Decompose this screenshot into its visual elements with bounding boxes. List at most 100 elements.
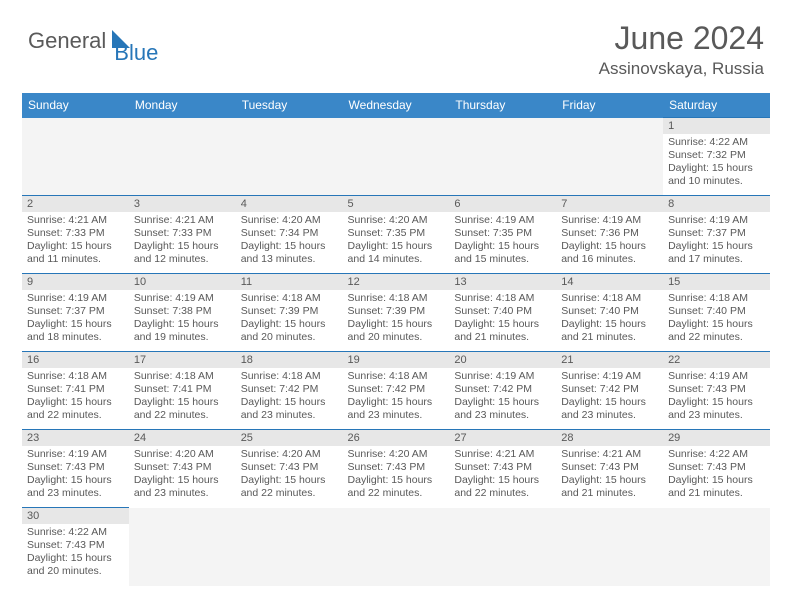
- day-info: Sunrise: 4:19 AMSunset: 7:43 PMDaylight:…: [22, 446, 129, 505]
- day-info: Sunrise: 4:20 AMSunset: 7:43 PMDaylight:…: [236, 446, 343, 505]
- day-number: 12: [343, 274, 450, 290]
- calendar-cell: 9Sunrise: 4:19 AMSunset: 7:37 PMDaylight…: [22, 274, 129, 352]
- day-info: Sunrise: 4:20 AMSunset: 7:34 PMDaylight:…: [236, 212, 343, 271]
- day-number: 19: [343, 352, 450, 368]
- day-info: Sunrise: 4:20 AMSunset: 7:43 PMDaylight:…: [129, 446, 236, 505]
- day-number: 14: [556, 274, 663, 290]
- calendar-cell: 23Sunrise: 4:19 AMSunset: 7:43 PMDayligh…: [22, 430, 129, 508]
- day-number: 30: [22, 508, 129, 524]
- calendar-cell: 8Sunrise: 4:19 AMSunset: 7:37 PMDaylight…: [663, 196, 770, 274]
- calendar-cell: [129, 118, 236, 196]
- day-info: Sunrise: 4:18 AMSunset: 7:41 PMDaylight:…: [22, 368, 129, 427]
- brand-logo: General Blue: [28, 28, 158, 54]
- day-info: Sunrise: 4:22 AMSunset: 7:43 PMDaylight:…: [22, 524, 129, 583]
- day-info: Sunrise: 4:18 AMSunset: 7:40 PMDaylight:…: [663, 290, 770, 349]
- calendar-cell: 3Sunrise: 4:21 AMSunset: 7:33 PMDaylight…: [129, 196, 236, 274]
- day-info: Sunrise: 4:19 AMSunset: 7:35 PMDaylight:…: [449, 212, 556, 271]
- calendar-table: SundayMondayTuesdayWednesdayThursdayFrid…: [22, 93, 770, 586]
- day-number: 11: [236, 274, 343, 290]
- calendar-cell: 20Sunrise: 4:19 AMSunset: 7:42 PMDayligh…: [449, 352, 556, 430]
- day-info: Sunrise: 4:22 AMSunset: 7:43 PMDaylight:…: [663, 446, 770, 505]
- day-number: 1: [663, 118, 770, 134]
- day-info: Sunrise: 4:19 AMSunset: 7:36 PMDaylight:…: [556, 212, 663, 271]
- calendar-cell: 16Sunrise: 4:18 AMSunset: 7:41 PMDayligh…: [22, 352, 129, 430]
- day-header: Friday: [556, 93, 663, 118]
- day-number: 2: [22, 196, 129, 212]
- day-number: 18: [236, 352, 343, 368]
- calendar-row: 1Sunrise: 4:22 AMSunset: 7:32 PMDaylight…: [22, 118, 770, 196]
- calendar-cell: 19Sunrise: 4:18 AMSunset: 7:42 PMDayligh…: [343, 352, 450, 430]
- day-header-row: SundayMondayTuesdayWednesdayThursdayFrid…: [22, 93, 770, 118]
- calendar-cell: [449, 118, 556, 196]
- calendar-cell: 24Sunrise: 4:20 AMSunset: 7:43 PMDayligh…: [129, 430, 236, 508]
- calendar-cell: 18Sunrise: 4:18 AMSunset: 7:42 PMDayligh…: [236, 352, 343, 430]
- brand-part1: General: [28, 28, 106, 54]
- calendar-cell: 11Sunrise: 4:18 AMSunset: 7:39 PMDayligh…: [236, 274, 343, 352]
- day-number: 29: [663, 430, 770, 446]
- day-header: Wednesday: [343, 93, 450, 118]
- calendar-cell: [663, 508, 770, 586]
- day-info: Sunrise: 4:19 AMSunset: 7:37 PMDaylight:…: [22, 290, 129, 349]
- calendar-cell: [236, 508, 343, 586]
- day-number: 22: [663, 352, 770, 368]
- day-info: Sunrise: 4:19 AMSunset: 7:42 PMDaylight:…: [556, 368, 663, 427]
- calendar-cell: [449, 508, 556, 586]
- day-header: Sunday: [22, 93, 129, 118]
- day-number: 3: [129, 196, 236, 212]
- day-info: Sunrise: 4:19 AMSunset: 7:38 PMDaylight:…: [129, 290, 236, 349]
- calendar-cell: 15Sunrise: 4:18 AMSunset: 7:40 PMDayligh…: [663, 274, 770, 352]
- day-number: 20: [449, 352, 556, 368]
- calendar-cell: 4Sunrise: 4:20 AMSunset: 7:34 PMDaylight…: [236, 196, 343, 274]
- calendar-cell: 30Sunrise: 4:22 AMSunset: 7:43 PMDayligh…: [22, 508, 129, 586]
- day-info: Sunrise: 4:18 AMSunset: 7:42 PMDaylight:…: [343, 368, 450, 427]
- calendar-cell: 13Sunrise: 4:18 AMSunset: 7:40 PMDayligh…: [449, 274, 556, 352]
- calendar-cell: [556, 118, 663, 196]
- calendar-row: 30Sunrise: 4:22 AMSunset: 7:43 PMDayligh…: [22, 508, 770, 586]
- day-number: 8: [663, 196, 770, 212]
- calendar-cell: 14Sunrise: 4:18 AMSunset: 7:40 PMDayligh…: [556, 274, 663, 352]
- day-header: Monday: [129, 93, 236, 118]
- day-number: 7: [556, 196, 663, 212]
- calendar-row: 16Sunrise: 4:18 AMSunset: 7:41 PMDayligh…: [22, 352, 770, 430]
- calendar-cell: 27Sunrise: 4:21 AMSunset: 7:43 PMDayligh…: [449, 430, 556, 508]
- day-info: Sunrise: 4:18 AMSunset: 7:42 PMDaylight:…: [236, 368, 343, 427]
- calendar-cell: 22Sunrise: 4:19 AMSunset: 7:43 PMDayligh…: [663, 352, 770, 430]
- day-number: 6: [449, 196, 556, 212]
- calendar-cell: 12Sunrise: 4:18 AMSunset: 7:39 PMDayligh…: [343, 274, 450, 352]
- day-number: 26: [343, 430, 450, 446]
- day-number: 28: [556, 430, 663, 446]
- day-number: 9: [22, 274, 129, 290]
- day-header: Tuesday: [236, 93, 343, 118]
- day-info: Sunrise: 4:20 AMSunset: 7:35 PMDaylight:…: [343, 212, 450, 271]
- calendar-row: 2Sunrise: 4:21 AMSunset: 7:33 PMDaylight…: [22, 196, 770, 274]
- calendar-cell: [556, 508, 663, 586]
- location-label: Assinovskaya, Russia: [599, 59, 764, 79]
- day-header: Thursday: [449, 93, 556, 118]
- day-info: Sunrise: 4:19 AMSunset: 7:37 PMDaylight:…: [663, 212, 770, 271]
- brand-part2: Blue: [114, 40, 158, 66]
- day-info: Sunrise: 4:21 AMSunset: 7:43 PMDaylight:…: [556, 446, 663, 505]
- day-number: 17: [129, 352, 236, 368]
- day-info: Sunrise: 4:18 AMSunset: 7:39 PMDaylight:…: [343, 290, 450, 349]
- calendar-cell: 17Sunrise: 4:18 AMSunset: 7:41 PMDayligh…: [129, 352, 236, 430]
- day-number: 23: [22, 430, 129, 446]
- day-header: Saturday: [663, 93, 770, 118]
- calendar-cell: 26Sunrise: 4:20 AMSunset: 7:43 PMDayligh…: [343, 430, 450, 508]
- day-info: Sunrise: 4:18 AMSunset: 7:41 PMDaylight:…: [129, 368, 236, 427]
- day-info: Sunrise: 4:18 AMSunset: 7:40 PMDaylight:…: [556, 290, 663, 349]
- day-number: 16: [22, 352, 129, 368]
- header: General Blue June 2024 Assinovskaya, Rus…: [0, 0, 792, 87]
- calendar-cell: 25Sunrise: 4:20 AMSunset: 7:43 PMDayligh…: [236, 430, 343, 508]
- day-info: Sunrise: 4:21 AMSunset: 7:33 PMDaylight:…: [22, 212, 129, 271]
- day-info: Sunrise: 4:21 AMSunset: 7:43 PMDaylight:…: [449, 446, 556, 505]
- calendar-cell: 5Sunrise: 4:20 AMSunset: 7:35 PMDaylight…: [343, 196, 450, 274]
- day-info: Sunrise: 4:18 AMSunset: 7:39 PMDaylight:…: [236, 290, 343, 349]
- calendar-cell: 21Sunrise: 4:19 AMSunset: 7:42 PMDayligh…: [556, 352, 663, 430]
- day-number: 5: [343, 196, 450, 212]
- calendar-cell: [22, 118, 129, 196]
- day-number: 21: [556, 352, 663, 368]
- calendar-row: 23Sunrise: 4:19 AMSunset: 7:43 PMDayligh…: [22, 430, 770, 508]
- day-number: 24: [129, 430, 236, 446]
- day-info: Sunrise: 4:20 AMSunset: 7:43 PMDaylight:…: [343, 446, 450, 505]
- calendar-cell: 10Sunrise: 4:19 AMSunset: 7:38 PMDayligh…: [129, 274, 236, 352]
